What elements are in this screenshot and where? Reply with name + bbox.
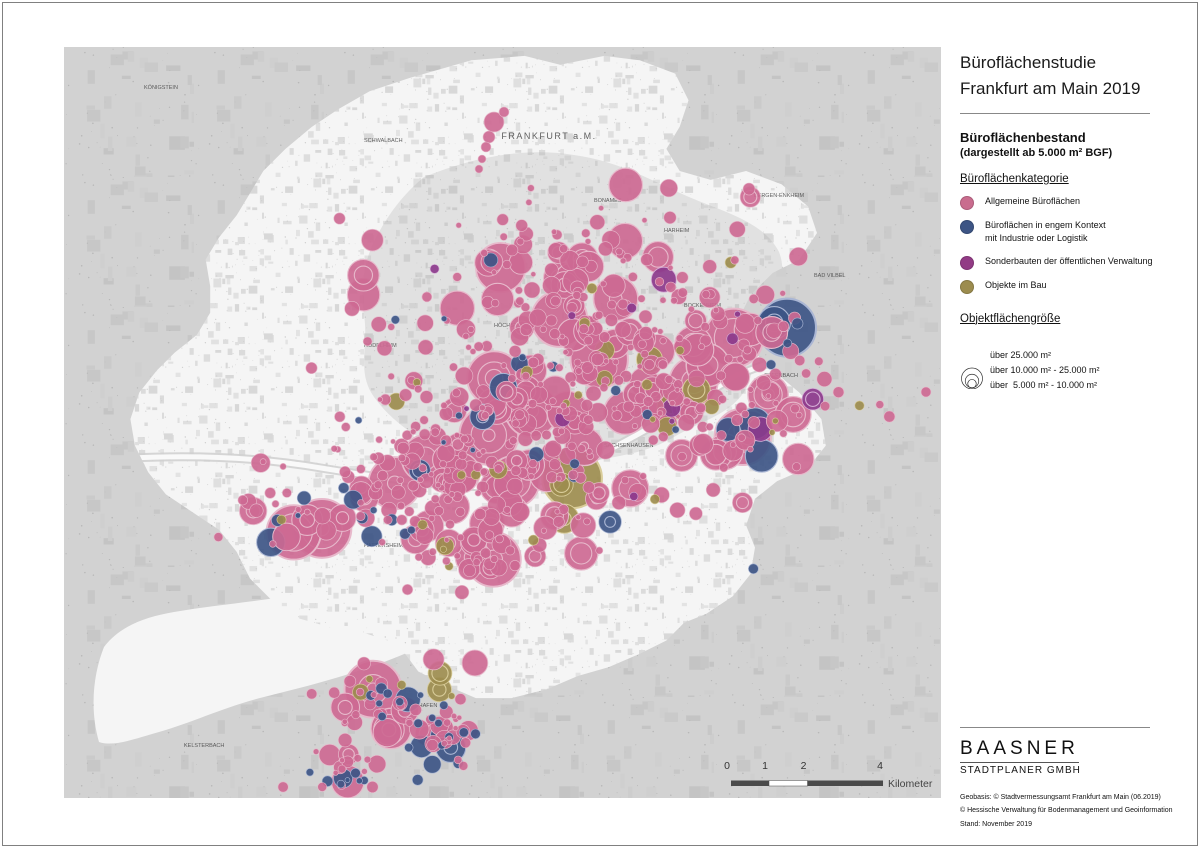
svg-text:SCHWALBACH: SCHWALBACH (364, 138, 403, 144)
svg-text:0: 0 (724, 760, 730, 772)
svg-text:HARHEIM: HARHEIM (664, 228, 690, 234)
svg-text:4: 4 (877, 760, 883, 772)
svg-text:BERGEN-ENKHEIM: BERGEN-ENKHEIM (754, 193, 805, 199)
svg-text:KELSTERBACH: KELSTERBACH (184, 743, 224, 749)
svg-text:2: 2 (801, 760, 807, 772)
svg-text:1: 1 (762, 760, 768, 772)
svg-text:BAD VILBEL: BAD VILBEL (814, 273, 846, 279)
svg-text:KÖNIGSTEIN: KÖNIGSTEIN (144, 84, 178, 91)
svg-text:FRANKFURT a.M.: FRANKFURT a.M. (501, 131, 596, 141)
svg-text:Kilometer: Kilometer (888, 778, 933, 790)
